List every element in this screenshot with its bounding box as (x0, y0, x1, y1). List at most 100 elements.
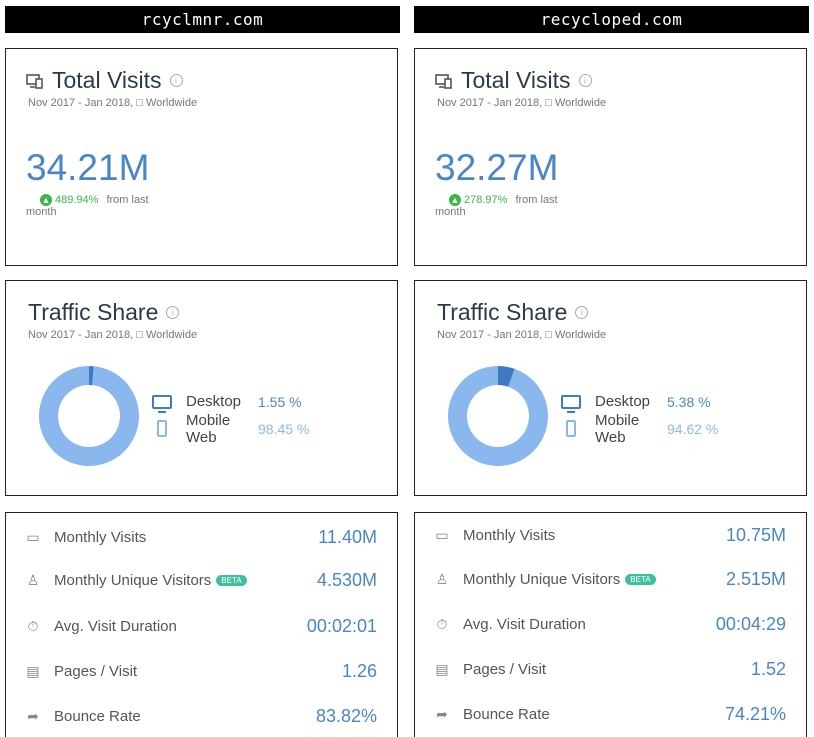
stat-row-monthly-visits: ▭ Monthly Visits 10.75M (433, 523, 786, 547)
traffic-share-title: Traffic Share (437, 299, 568, 325)
date-range-subtitle: Nov 2017 - Jan 2018, □ Worldwide (437, 329, 607, 341)
legend-label-desktop: Desktop (595, 393, 651, 410)
stat-value: 00:04:29 (715, 613, 786, 634)
stat-row-pages-visit: ▤ Pages / Visit 1.26 (24, 659, 377, 683)
duration-icon: ⏱ (27, 618, 39, 634)
stat-label-text: Monthly Unique Visitors (463, 570, 621, 588)
stat-label: Avg. Visit Duration (463, 615, 586, 633)
stat-row-unique-visitors: ♙ Monthly Unique Visitors BETA 2.515M (433, 567, 786, 591)
total-visits-card: Total Visits i Nov 2017 - Jan 2018, □ Wo… (5, 48, 398, 266)
stat-row-visit-duration: ⏱ Avg. Visit Duration 00:02:01 (24, 614, 377, 638)
growth-percent: 489.94% (55, 194, 99, 206)
traffic-share-header: Traffic Share i (28, 299, 180, 326)
devices-icon (26, 73, 43, 89)
stat-value: 00:02:01 (306, 615, 377, 636)
total-visits-value: 34.21M (26, 147, 150, 188)
stat-value: 10.75M (725, 524, 786, 545)
beta-badge: BETA (625, 574, 656, 586)
unique-visitors-icon: ♙ (435, 571, 449, 587)
legend-value-desktop: 1.55 % (258, 393, 302, 410)
mobile-phone-icon (566, 420, 576, 437)
bounce-icon: ➦ (436, 706, 448, 722)
stat-label: Monthly Visits (54, 528, 147, 546)
devices-icon (435, 73, 452, 89)
legend-value-desktop: 5.38 % (667, 393, 711, 410)
legend-mobile: Mobile Web 94.62 % (561, 412, 719, 446)
info-icon[interactable]: i (575, 306, 589, 319)
stat-row-pages-visit: ▤ Pages / Visit 1.52 (433, 657, 786, 681)
stat-label: Pages / Visit (463, 660, 547, 678)
stat-label: Bounce Rate (54, 707, 141, 725)
stat-value: 1.26 (341, 660, 377, 681)
legend-value-mobile: 94.62 % (667, 420, 719, 437)
stat-row-bounce-rate: ➦ Bounce Rate 74.21% (433, 702, 786, 726)
site-column-right: recycloped.com Total Visits i Nov 2017 -… (414, 0, 809, 737)
traffic-share-header: Traffic Share i (437, 299, 589, 326)
stat-row-monthly-visits: ▭ Monthly Visits 11.40M (24, 525, 377, 549)
stat-value: 11.40M (318, 526, 377, 547)
donut-segment-mobile (448, 366, 548, 466)
stat-value: 4.530M (316, 569, 377, 590)
stat-value: 2.515M (725, 568, 786, 589)
desktop-icon (561, 394, 581, 413)
growth-percent: 278.97% (464, 194, 508, 206)
growth-text: from last (515, 194, 558, 206)
total-visits-value: 32.27M (435, 147, 559, 188)
stat-label-text: Monthly Unique Visitors (54, 571, 212, 589)
total-visits-card: Total Visits i Nov 2017 - Jan 2018, □ Wo… (414, 48, 807, 266)
donut-segment-desktop (89, 366, 94, 386)
total-visits-header: Total Visits i (435, 67, 592, 94)
stat-label: Monthly Unique Visitors BETA (463, 571, 726, 588)
monthly-visits-icon: ▭ (26, 529, 40, 545)
pages-icon: ▤ (26, 663, 40, 679)
traffic-share-title: Traffic Share (28, 299, 159, 325)
stat-row-visit-duration: ⏱ Avg. Visit Duration 00:04:29 (433, 612, 786, 636)
stat-label: Avg. Visit Duration (54, 617, 177, 635)
pages-icon: ▤ (435, 661, 449, 677)
growth-text-month: month (26, 206, 57, 219)
site-name-bar: rcyclmnr.com (5, 6, 400, 33)
date-range-subtitle: Nov 2017 - Jan 2018, □ Worldwide (28, 329, 198, 341)
info-icon[interactable]: i (166, 306, 180, 319)
legend-label-mobile: Mobile Web (595, 411, 640, 446)
engagement-stats-card: ▭ Monthly Visits 11.40M ♙ Monthly Unique… (5, 512, 398, 737)
traffic-share-legend: Desktop 1.55 % Mobile Web 98.45 % (152, 388, 310, 446)
legend-desktop: Desktop 5.38 % (561, 388, 718, 415)
growth-indicator: ▲ 278.97% from last month (435, 194, 605, 218)
traffic-share-donut-chart (448, 366, 548, 466)
site-name-bar: recycloped.com (414, 6, 809, 33)
desktop-icon (152, 394, 172, 413)
info-icon[interactable]: i (169, 74, 183, 87)
legend-value-mobile: 98.45 % (258, 420, 310, 437)
duration-icon: ⏱ (436, 616, 448, 632)
donut-segment-desktop (498, 366, 515, 387)
date-range-subtitle: Nov 2017 - Jan 2018, □ Worldwide (28, 97, 198, 109)
stat-value: 74.21% (724, 703, 786, 724)
traffic-share-legend: Desktop 5.38 % Mobile Web 94.62 % (561, 388, 719, 446)
legend-mobile: Mobile Web 98.45 % (152, 412, 310, 446)
traffic-share-card: Traffic Share i Nov 2017 - Jan 2018, □ W… (414, 280, 807, 496)
stat-value: 83.82% (315, 705, 377, 726)
stat-label: Pages / Visit (54, 662, 138, 680)
legend-label-mobile: Mobile Web (186, 411, 231, 446)
monthly-visits-icon: ▭ (435, 527, 449, 543)
engagement-stats-card: ▭ Monthly Visits 10.75M ♙ Monthly Unique… (414, 512, 807, 737)
legend-desktop: Desktop 1.55 % (152, 388, 309, 415)
unique-visitors-icon: ♙ (26, 572, 40, 588)
total-visits-header: Total Visits i (26, 67, 183, 94)
stat-label: Bounce Rate (463, 705, 550, 723)
growth-text-month: month (435, 206, 466, 219)
stat-value: 1.52 (750, 658, 786, 679)
growth-indicator: ▲ 489.94% from last month (26, 194, 196, 218)
growth-text: from last (106, 194, 149, 206)
traffic-share-card: Traffic Share i Nov 2017 - Jan 2018, □ W… (5, 280, 398, 496)
mobile-phone-icon (157, 420, 167, 437)
arrow-up-icon: ▲ (449, 194, 461, 207)
traffic-share-donut-chart (39, 366, 139, 466)
arrow-up-icon: ▲ (40, 194, 52, 207)
donut-segment-mobile (39, 366, 139, 466)
beta-badge: BETA (216, 575, 247, 587)
stat-row-unique-visitors: ♙ Monthly Unique Visitors BETA 4.530M (24, 568, 377, 592)
info-icon[interactable]: i (578, 74, 592, 87)
bounce-icon: ➦ (27, 708, 39, 724)
